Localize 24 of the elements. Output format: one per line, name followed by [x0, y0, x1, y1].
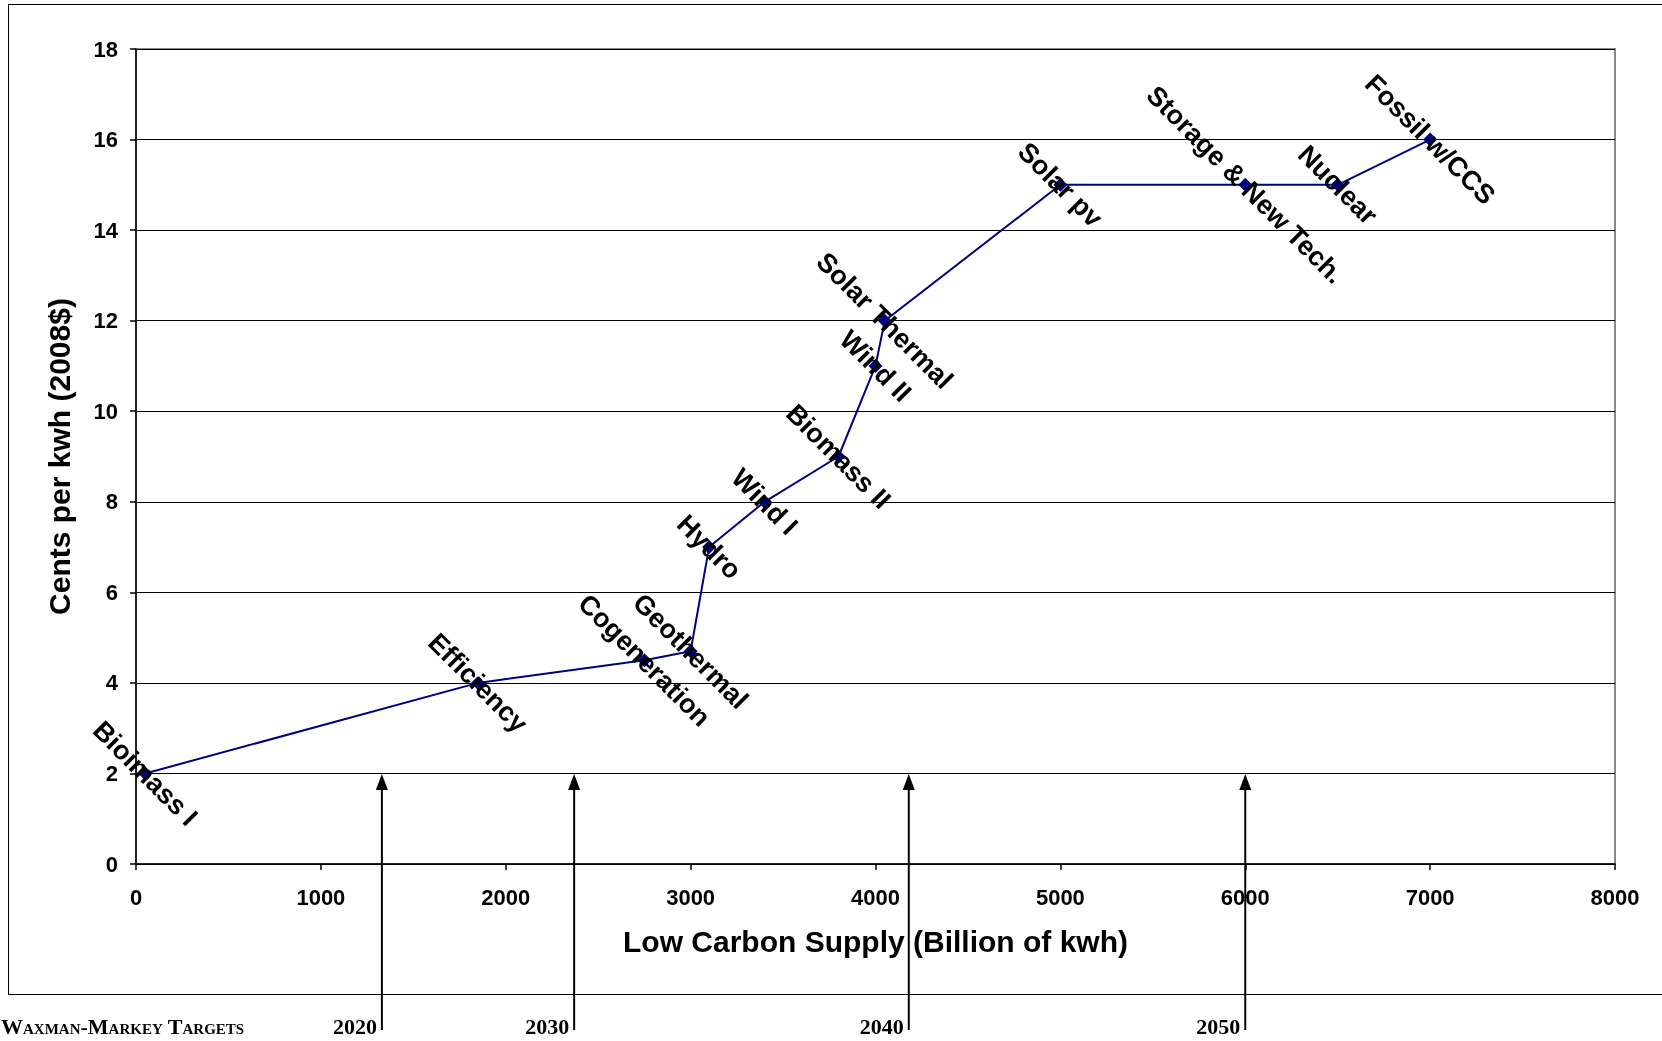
y-tick-label: 14	[93, 217, 119, 243]
text: Waxman-Markey Targets	[1, 1014, 245, 1039]
y-axis-title: Cents per kwh (2008$)	[42, 298, 76, 615]
y-tick-label: 10	[93, 398, 118, 424]
y-tick-label: 4	[105, 670, 119, 696]
x-tick-label: 3000	[666, 884, 716, 910]
x-tick-label: 4000	[851, 884, 900, 910]
text: 2020	[332, 1014, 377, 1039]
y-tick-label: 6	[105, 579, 118, 605]
y-tick-label: 8	[105, 489, 118, 515]
x-tick-label: 7000	[1405, 884, 1455, 910]
text: 2040	[859, 1014, 904, 1039]
y-tick-label: 18	[93, 36, 118, 62]
x-tick-label: 2000	[481, 884, 531, 910]
x-tick-label: 0	[129, 884, 143, 910]
x-tick-label: 5000	[1035, 884, 1085, 910]
x-tick-label: 8000	[1590, 884, 1640, 910]
text: 2030	[525, 1014, 570, 1039]
y-tick-label: 0	[105, 851, 118, 877]
x-tick-label: 1000	[296, 884, 346, 910]
y-tick-label: 16	[93, 127, 118, 153]
x-axis-title: Low Carbon Supply (Billion of kwh)	[623, 924, 1128, 958]
text: 2050	[1196, 1014, 1241, 1039]
y-tick-label: 12	[93, 308, 118, 334]
